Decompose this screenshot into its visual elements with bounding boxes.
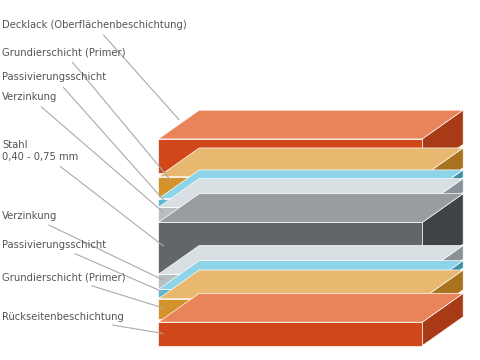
Text: Verzinkung: Verzinkung: [2, 92, 164, 212]
Polygon shape: [158, 148, 463, 177]
Polygon shape: [158, 110, 463, 139]
Polygon shape: [422, 110, 463, 173]
Polygon shape: [422, 246, 463, 288]
Polygon shape: [158, 207, 422, 221]
Polygon shape: [158, 274, 422, 288]
Polygon shape: [158, 322, 422, 346]
Text: Passivierungsschicht: Passivierungsschicht: [2, 240, 163, 292]
Polygon shape: [158, 261, 463, 289]
Polygon shape: [158, 270, 463, 299]
Text: Verzinkung: Verzinkung: [2, 211, 163, 280]
Polygon shape: [422, 261, 463, 297]
Polygon shape: [422, 270, 463, 319]
Polygon shape: [158, 179, 463, 207]
Text: Grundierschicht (Primer): Grundierschicht (Primer): [2, 272, 163, 308]
Text: Stahl
0,40 - 0,75 mm: Stahl 0,40 - 0,75 mm: [2, 140, 163, 246]
Text: Rückseitenbeschichtung: Rückseitenbeschichtung: [2, 312, 163, 333]
Polygon shape: [158, 222, 422, 273]
Polygon shape: [158, 177, 422, 197]
Text: Passivierungsschicht: Passivierungsschicht: [2, 72, 164, 200]
Polygon shape: [158, 199, 422, 206]
Polygon shape: [422, 293, 463, 346]
Polygon shape: [422, 170, 463, 206]
Polygon shape: [158, 289, 422, 297]
Polygon shape: [158, 194, 463, 222]
Polygon shape: [158, 293, 463, 322]
Polygon shape: [422, 179, 463, 221]
Text: Grundierschicht (Primer): Grundierschicht (Primer): [2, 47, 171, 181]
Text: Decklack (Oberflächenbeschichtung): Decklack (Oberflächenbeschichtung): [2, 20, 187, 120]
Polygon shape: [158, 170, 463, 199]
Polygon shape: [158, 246, 463, 274]
Polygon shape: [158, 299, 422, 319]
Polygon shape: [422, 148, 463, 197]
Polygon shape: [422, 194, 463, 273]
Polygon shape: [158, 139, 422, 173]
